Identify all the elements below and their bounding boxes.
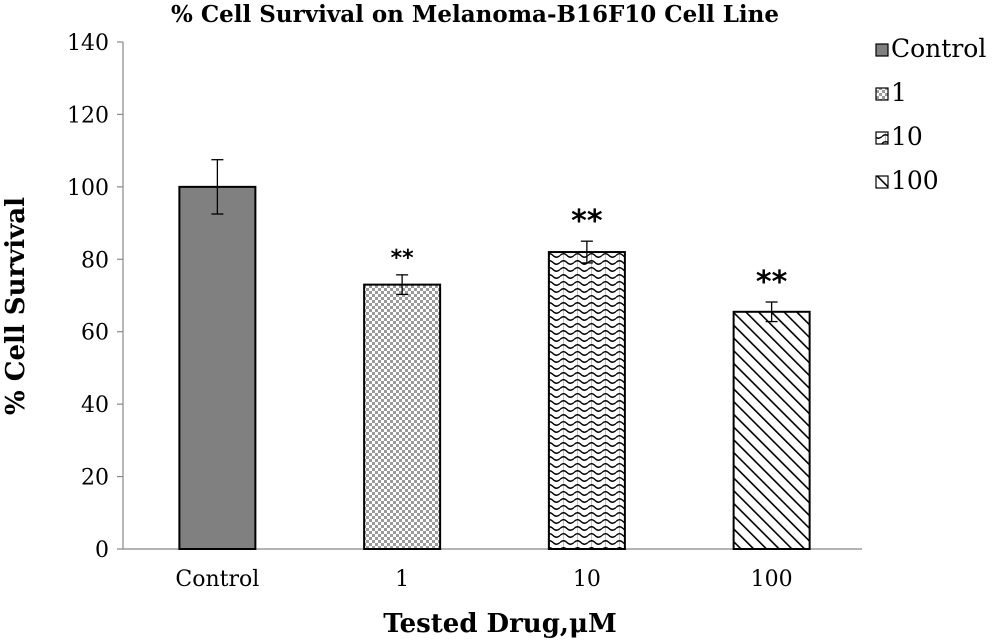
legend-label-Control: Control	[891, 34, 986, 63]
legend-swatch-10	[875, 131, 889, 145]
significance-mark-100: **	[756, 265, 788, 300]
bar-10	[547, 251, 626, 551]
bar-Control	[178, 185, 257, 550]
legend-label-100: 100	[891, 166, 939, 195]
significance-mark-10: **	[571, 204, 603, 239]
x-tick-label: 1	[395, 567, 409, 592]
x-tick-label: 100	[751, 567, 793, 592]
y-tick-label: 100	[67, 176, 109, 201]
legend-label-10: 10	[891, 122, 923, 151]
y-tick-label: 20	[81, 466, 109, 491]
bars: ** ** **	[178, 159, 811, 551]
y-tick-label: 0	[95, 538, 109, 563]
legend: Control 1 10 100	[875, 34, 986, 195]
bar-100	[732, 310, 811, 550]
legend-label-1: 1	[891, 78, 907, 107]
y-tick-label: 40	[81, 393, 109, 418]
x-axis-title: Tested Drug,μM	[383, 609, 617, 639]
x-tick-label: 10	[573, 567, 601, 592]
y-tick-label: 60	[81, 321, 109, 346]
y-axis-ticks: 0 20 40 60 80 100 120 140	[67, 31, 123, 563]
y-tick-label: 120	[67, 103, 109, 128]
legend-swatch-100	[875, 175, 889, 189]
y-tick-label: 140	[67, 31, 109, 56]
chart-title: % Cell Survival on Melanoma-B16F10 Cell …	[171, 1, 779, 28]
x-axis-ticks: Control 1 10 100	[175, 567, 792, 592]
x-tick-label: Control	[175, 567, 259, 592]
legend-swatch-1	[875, 87, 889, 101]
bar-1	[363, 283, 442, 550]
legend-swatch-Control	[875, 43, 889, 57]
y-tick-label: 80	[81, 248, 109, 273]
y-axis-title: % Cell Survival	[1, 197, 31, 415]
significance-mark-1: **	[391, 246, 415, 271]
